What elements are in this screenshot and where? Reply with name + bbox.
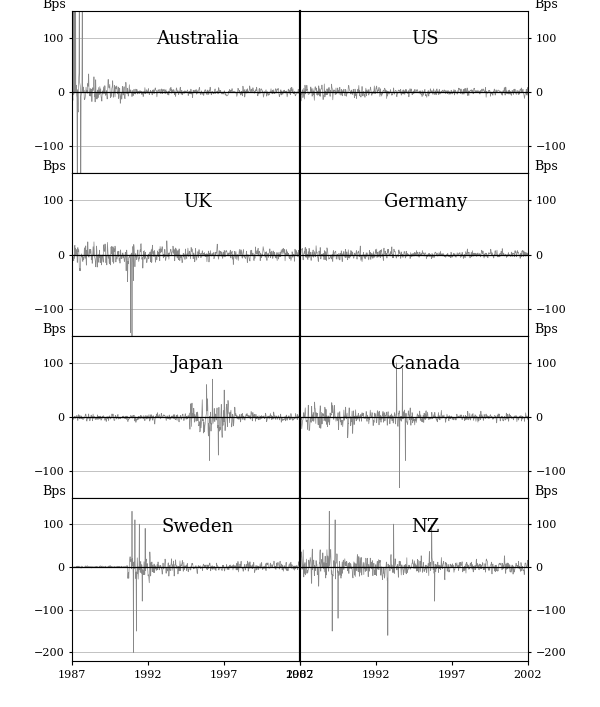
Text: Bps: Bps <box>43 0 66 11</box>
Text: Bps: Bps <box>534 160 557 173</box>
Text: Japan: Japan <box>172 356 223 373</box>
Text: Sweden: Sweden <box>161 518 233 536</box>
Text: Germany: Germany <box>384 193 467 211</box>
Text: US: US <box>412 30 439 48</box>
Text: NZ: NZ <box>411 518 440 536</box>
Text: Canada: Canada <box>391 356 460 373</box>
Text: Bps: Bps <box>534 323 557 336</box>
Text: UK: UK <box>183 193 212 211</box>
Text: Australia: Australia <box>156 30 239 48</box>
Text: Bps: Bps <box>43 160 66 173</box>
Text: Bps: Bps <box>43 486 66 498</box>
Text: Bps: Bps <box>43 323 66 336</box>
Text: Bps: Bps <box>534 486 557 498</box>
Text: Bps: Bps <box>534 0 557 11</box>
